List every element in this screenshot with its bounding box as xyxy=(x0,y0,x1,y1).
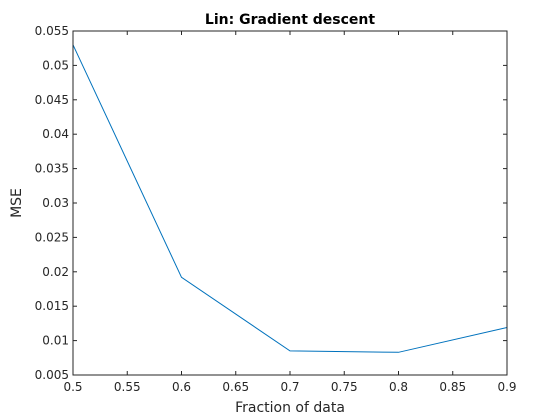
x-tick-label: 0.55 xyxy=(114,380,141,394)
x-tick-label: 0.65 xyxy=(222,380,249,394)
y-tick-label: 0.035 xyxy=(35,162,69,176)
x-tick-label: 0.5 xyxy=(63,380,82,394)
x-tick-label: 0.9 xyxy=(497,380,516,394)
x-tick-label: 0.7 xyxy=(280,380,299,394)
x-tick-label: 0.85 xyxy=(439,380,466,394)
y-axis-ticks: 0.005 0.01 0.015 0.02 0.025 0.03 0.035 0.04 0.04… xyxy=(35,24,507,382)
y-tick-label: 0.015 xyxy=(35,299,69,313)
plot-frame xyxy=(72,30,508,376)
y-tick-label: 0.045 xyxy=(35,93,69,107)
x-axis-label: Fraction of data xyxy=(235,400,345,416)
y-tick-label: 0.01 xyxy=(42,334,69,348)
y-tick-label: 0.02 xyxy=(42,265,69,279)
x-axis-ticks: 0.5 0.55 0.6 0.65 0.7 0.75 0.8 0.85 0.9 xyxy=(63,31,517,394)
y-tick-label: 0.03 xyxy=(42,196,69,210)
chart-title: Lin: Gradient descent xyxy=(205,12,375,28)
y-axis-label: MSE xyxy=(9,188,25,218)
y-tick-label: 0.025 xyxy=(35,230,69,244)
series-line xyxy=(72,44,508,353)
y-tick-label: 0.055 xyxy=(35,24,69,38)
y-tick-label: 0.04 xyxy=(42,127,69,141)
x-tick-label: 0.8 xyxy=(389,380,408,394)
y-tick-label: 0.05 xyxy=(42,58,69,72)
y-tick-label: 0.005 xyxy=(35,368,69,382)
x-tick-label: 0.75 xyxy=(331,380,358,394)
x-tick-label: 0.6 xyxy=(172,380,191,394)
